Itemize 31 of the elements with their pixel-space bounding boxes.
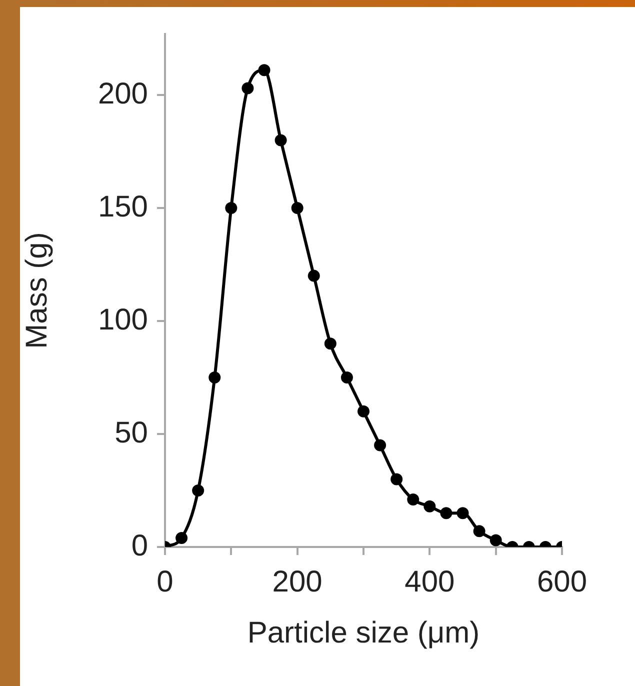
y-tick-label: 200 (98, 77, 148, 110)
y-axis-title: Mass (g) (20, 232, 54, 349)
point (424, 500, 436, 512)
point (225, 202, 238, 214)
point (456, 507, 469, 520)
point (192, 484, 204, 496)
point (358, 405, 370, 418)
point (374, 439, 386, 452)
point (324, 338, 336, 350)
point (390, 473, 403, 486)
point (308, 270, 320, 282)
point (208, 372, 221, 384)
y-tick-label: 100 (98, 303, 148, 336)
x-axis-title: Particle size (μm) (247, 616, 480, 650)
point (242, 82, 254, 94)
point (274, 134, 287, 146)
x-tick-label: 600 (536, 565, 588, 598)
x-tick-label: 200 (272, 565, 322, 598)
point (340, 372, 353, 384)
point (176, 532, 188, 544)
y-tick-label: 0 (131, 529, 148, 562)
x-tick-label: 400 (404, 565, 455, 598)
y-tick-label: 150 (98, 190, 148, 224)
x-tick-label: 0 (156, 565, 174, 598)
point (490, 534, 502, 546)
point (473, 525, 486, 538)
point (258, 64, 270, 76)
y-tick-label: 50 (114, 416, 148, 450)
point (440, 507, 452, 520)
point (407, 494, 420, 506)
point (291, 202, 304, 214)
